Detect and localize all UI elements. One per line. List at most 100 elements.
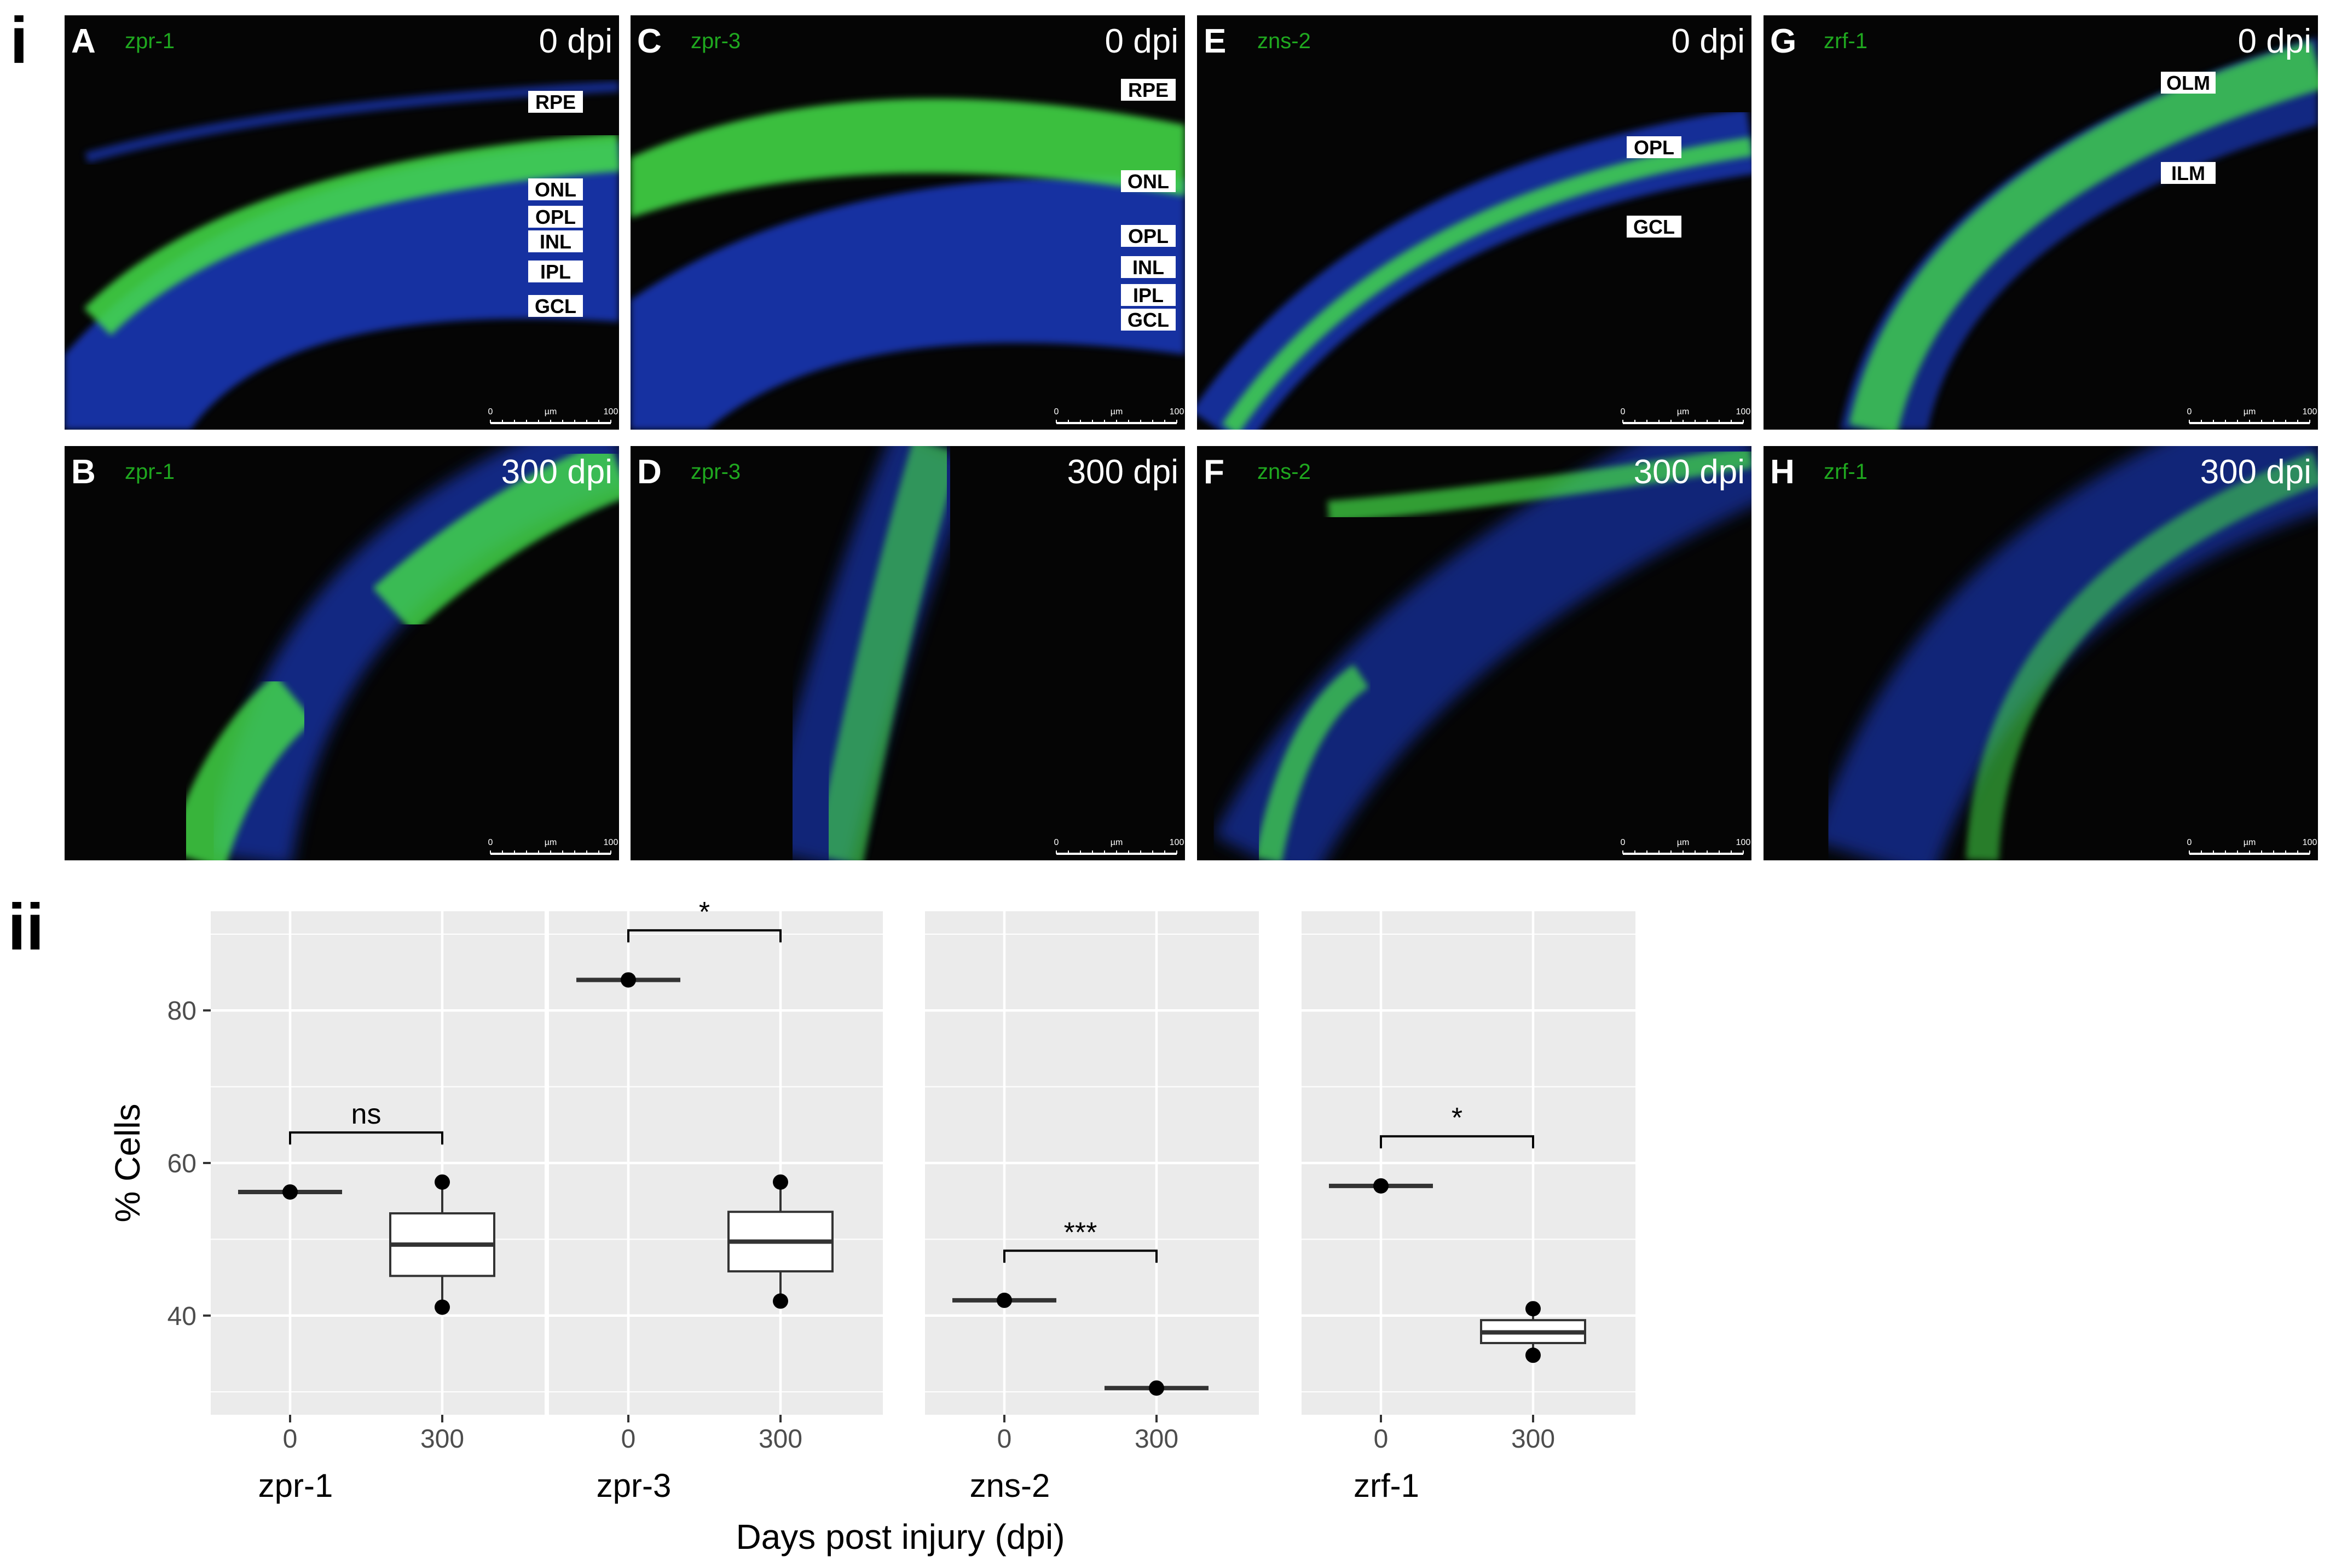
panel-letter: E <box>1204 22 1226 60</box>
data-point <box>621 972 636 988</box>
stain-label: zrf-1 <box>1824 460 1868 484</box>
x-tick: 300 <box>420 1415 464 1454</box>
layer-label-opl: OPL <box>1121 225 1176 247</box>
svg-text:0: 0 <box>1374 1425 1389 1454</box>
stain-label: zpr-3 <box>691 29 741 53</box>
svg-text:µm: µm <box>545 838 557 847</box>
data-point <box>997 1292 1012 1308</box>
svg-text:300: 300 <box>1135 1425 1178 1454</box>
tissue <box>631 99 1185 430</box>
data-point <box>1149 1380 1164 1396</box>
y-tick: 40 <box>167 1302 211 1331</box>
svg-text:300: 300 <box>759 1425 802 1454</box>
svg-text:µm: µm <box>1111 407 1123 416</box>
significance-bracket: * <box>627 896 782 942</box>
layer-label-opl: OPL <box>1627 136 1681 159</box>
svg-text:IPL: IPL <box>1133 284 1164 306</box>
x-tick: 300 <box>1511 1415 1555 1454</box>
data-point <box>282 1184 298 1200</box>
svg-text:ILM: ILM <box>2171 162 2205 184</box>
part-label-i: i <box>10 4 28 77</box>
svg-text:300: 300 <box>420 1425 464 1454</box>
significance-bracket: ns <box>289 1098 443 1145</box>
svg-text:100: 100 <box>1170 407 1184 416</box>
scale-bar: 0 µm 100 <box>1621 838 1751 855</box>
x-tick: 300 <box>759 1415 802 1454</box>
svg-text:µm: µm <box>1677 838 1690 847</box>
svg-text:40: 40 <box>167 1302 196 1331</box>
data-point <box>1373 1178 1389 1194</box>
stain-label: zpr-1 <box>125 29 175 53</box>
scale-bar: 0 µm 100 <box>2187 407 2317 424</box>
svg-text:INL: INL <box>540 230 571 253</box>
tissue <box>1213 446 1751 860</box>
svg-text:µm: µm <box>545 407 557 416</box>
svg-text:GCL: GCL <box>1633 216 1675 238</box>
facet-label: zpr-3 <box>597 1467 672 1504</box>
x-tick: 0 <box>621 1415 636 1454</box>
facet-zpr-3: * 0 300 zpr-3 <box>549 896 883 1504</box>
scale-bar: 0 µm 100 <box>1054 838 1184 855</box>
time-label: 0 dpi <box>539 22 612 60</box>
data-point <box>773 1293 788 1309</box>
tissue <box>1840 37 2318 430</box>
layer-label-opl: OPL <box>528 206 583 228</box>
svg-text:100: 100 <box>604 838 618 847</box>
tissue <box>1813 446 2318 860</box>
x-axis-title: Days post injury (dpi) <box>736 1517 1065 1557</box>
y-tick: 80 <box>167 997 211 1026</box>
box-0 <box>952 1292 1056 1308</box>
facet-zns-2: *** 0 300 zns-2 <box>925 911 1259 1504</box>
layer-label-ipl: IPL <box>528 261 583 283</box>
svg-text:0: 0 <box>2187 838 2192 847</box>
significance-bracket: * <box>1380 1102 1534 1149</box>
tissue <box>760 446 980 860</box>
layer-label-inl: INL <box>1121 256 1176 279</box>
layer-label-rpe: RPE <box>528 91 583 113</box>
svg-text:RPE: RPE <box>535 91 576 113</box>
time-label: 300 dpi <box>1067 453 1178 491</box>
svg-text:OPL: OPL <box>535 206 576 228</box>
panel-letter: B <box>71 453 96 491</box>
panel-letter: D <box>637 453 662 491</box>
data-point <box>435 1174 450 1190</box>
svg-text:INL: INL <box>1132 256 1164 279</box>
data-point <box>773 1174 788 1190</box>
facet-label: zns-2 <box>970 1467 1050 1504</box>
svg-text:OPL: OPL <box>1634 136 1674 159</box>
svg-text:ONL: ONL <box>1128 170 1169 193</box>
x-tick: 300 <box>1135 1415 1178 1454</box>
time-label: 0 dpi <box>2238 22 2311 60</box>
svg-text:100: 100 <box>604 407 618 416</box>
svg-text:0: 0 <box>1054 838 1059 847</box>
significance-label: *** <box>1064 1217 1097 1248</box>
time-label: 300 dpi <box>2200 453 2311 491</box>
svg-text:µm: µm <box>2244 407 2256 416</box>
svg-text:µm: µm <box>1111 838 1123 847</box>
svg-text:0: 0 <box>997 1425 1012 1454</box>
x-tick: 0 <box>997 1415 1012 1454</box>
svg-text:IPL: IPL <box>540 261 571 283</box>
panel-letter: C <box>637 22 662 60</box>
box-300 <box>1105 1380 1209 1396</box>
significance-label: * <box>699 896 710 928</box>
svg-text:0: 0 <box>2187 407 2192 416</box>
box-0 <box>238 1184 342 1200</box>
svg-text:100: 100 <box>1170 838 1184 847</box>
svg-text:GCL: GCL <box>535 295 576 317</box>
svg-text:100: 100 <box>1736 838 1751 847</box>
svg-text:0: 0 <box>621 1425 636 1454</box>
layer-label-onl: ONL <box>1121 170 1176 193</box>
svg-text:80: 80 <box>167 997 196 1026</box>
svg-text:100: 100 <box>1736 407 1751 416</box>
part-label-ii: ii <box>8 890 44 964</box>
